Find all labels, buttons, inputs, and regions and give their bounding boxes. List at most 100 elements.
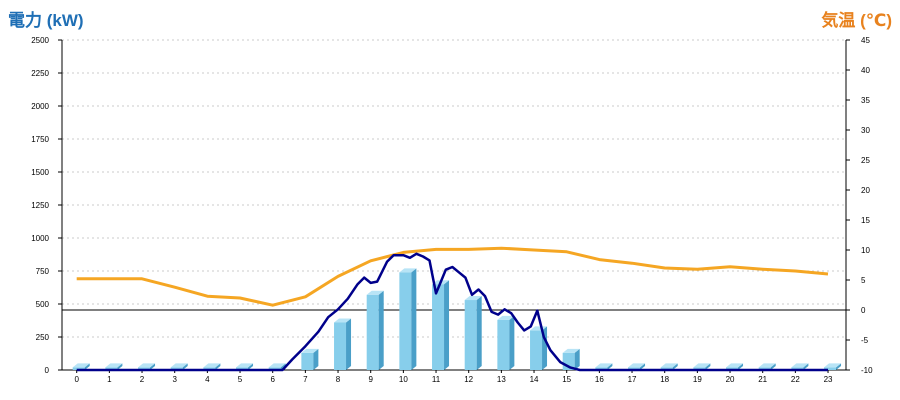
bar-front <box>72 367 85 370</box>
right-tick-label: 40 <box>861 66 870 75</box>
bar-side <box>215 363 221 370</box>
right-tick-label: 35 <box>861 96 870 105</box>
bar-front <box>726 367 739 370</box>
left-tick-label: 2500 <box>31 36 49 45</box>
x-tick-label: 7 <box>303 375 308 384</box>
right-tick-label: 0 <box>861 306 866 315</box>
x-tick-label: 22 <box>791 375 800 384</box>
bar-front <box>399 272 412 370</box>
power-bar <box>366 290 384 370</box>
bar-front <box>464 300 477 370</box>
power-bar <box>432 280 450 370</box>
axes <box>58 39 850 373</box>
bar-side <box>117 363 123 370</box>
bar-side <box>640 363 646 370</box>
bar-front <box>758 367 771 370</box>
bar-top <box>138 363 156 368</box>
power-bar <box>595 363 613 370</box>
right-tick-label: 25 <box>861 156 870 165</box>
left-tick-label: 1250 <box>31 201 49 210</box>
power-bar <box>628 363 646 370</box>
bar-side <box>378 290 384 370</box>
right-tick-label: 15 <box>861 216 870 225</box>
x-tick-label: 10 <box>399 375 408 384</box>
bar-side <box>411 268 417 370</box>
bar-side <box>705 363 711 370</box>
bar-side <box>770 363 776 370</box>
bar-front <box>366 294 379 370</box>
bar-top <box>758 363 776 368</box>
bar-top <box>660 363 678 368</box>
power-line <box>76 252 828 372</box>
tick-labels: 02505007501000125015001750200022502500-1… <box>31 36 873 384</box>
x-tick-label: 17 <box>628 375 637 384</box>
bar-front <box>693 367 706 370</box>
bar-front <box>170 367 183 370</box>
bar-front <box>334 322 347 370</box>
bar-top <box>268 363 286 368</box>
left-tick-label: 0 <box>45 366 50 375</box>
left-tick-label: 500 <box>36 300 50 309</box>
bar-front <box>268 367 281 370</box>
power-bar <box>562 348 580 370</box>
bar-side <box>574 348 580 370</box>
bar-side <box>150 363 156 370</box>
x-tick-label: 11 <box>432 375 441 384</box>
bar-side <box>509 315 515 370</box>
bar-side <box>248 363 254 370</box>
x-tick-label: 18 <box>660 375 669 384</box>
right-axis-title: 気温 (℃) <box>821 11 892 30</box>
bar-side <box>313 348 319 370</box>
power-bar <box>824 363 842 370</box>
bar-front <box>530 330 543 370</box>
bar-side <box>836 363 842 370</box>
x-tick-label: 19 <box>693 375 702 384</box>
right-tick-label: -5 <box>861 336 869 345</box>
bar-side <box>476 296 482 370</box>
bar-front <box>203 367 216 370</box>
x-tick-label: 1 <box>107 375 112 384</box>
right-tick-label: -10 <box>861 366 873 375</box>
right-tick-label: 45 <box>861 36 870 45</box>
power-bar <box>399 268 417 370</box>
power-bar <box>105 363 123 370</box>
power-bar <box>72 363 90 370</box>
left-tick-label: 250 <box>36 333 50 342</box>
power-bar <box>268 363 286 370</box>
bar-top <box>203 363 221 368</box>
bar-top <box>824 363 842 368</box>
right-tick-label: 5 <box>861 276 866 285</box>
left-tick-label: 750 <box>36 267 50 276</box>
bar-top <box>399 268 417 273</box>
bar-top <box>334 318 352 323</box>
right-tick-label: 20 <box>861 186 870 195</box>
bar-top <box>105 363 123 368</box>
bar-side <box>672 363 678 370</box>
bar-top <box>236 363 254 368</box>
power-bar <box>138 363 156 370</box>
power-bar <box>301 348 319 370</box>
bar-top <box>366 290 384 295</box>
x-tick-label: 9 <box>368 375 373 384</box>
power-bars <box>72 268 842 370</box>
bar-top <box>791 363 809 368</box>
x-tick-label: 5 <box>238 375 243 384</box>
bar-front <box>301 352 314 370</box>
x-tick-label: 14 <box>530 375 539 384</box>
bar-side <box>280 363 286 370</box>
x-tick-label: 23 <box>824 375 833 384</box>
right-tick-label: 30 <box>861 126 870 135</box>
power-bar <box>530 326 548 370</box>
power-bar <box>791 363 809 370</box>
bar-side <box>182 363 188 370</box>
bar-side <box>803 363 809 370</box>
bar-top <box>464 296 482 301</box>
bar-top <box>726 363 744 368</box>
x-tick-label: 6 <box>270 375 275 384</box>
x-tick-label: 15 <box>562 375 571 384</box>
x-tick-label: 20 <box>726 375 735 384</box>
power-bar <box>693 363 711 370</box>
bar-top <box>628 363 646 368</box>
bar-top <box>170 363 188 368</box>
bar-front <box>138 367 151 370</box>
